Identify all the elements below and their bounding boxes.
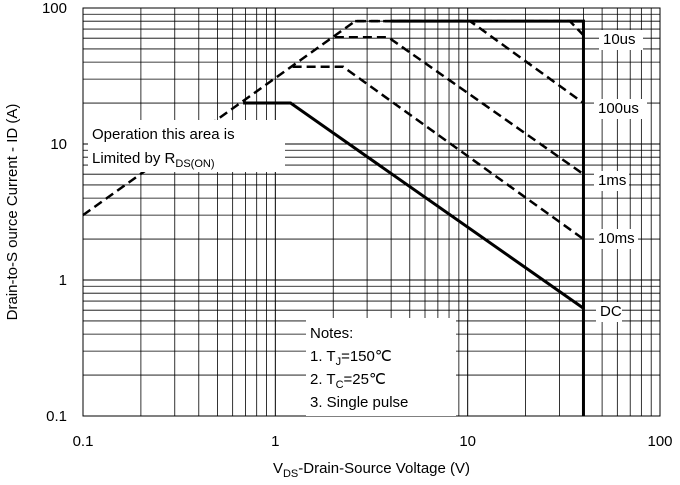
series-line xyxy=(82,19,585,217)
note: 1. TJ=150℃ xyxy=(310,348,392,368)
note-text: =25℃ xyxy=(344,371,386,388)
label-background xyxy=(599,30,643,50)
y-tick-label: 0.1 xyxy=(46,408,67,425)
note-text: 1. T xyxy=(310,348,336,365)
y-tick-label: 10 xyxy=(50,136,67,153)
label-background xyxy=(594,229,638,249)
x-tick-label: 10 xyxy=(459,433,476,450)
x-axis-label-sub: DS xyxy=(283,468,298,480)
y-tick-label: 100 xyxy=(42,0,67,17)
x-tick-label: 1 xyxy=(271,433,279,450)
series-line xyxy=(292,65,585,241)
series-line xyxy=(243,101,585,310)
series-line xyxy=(355,19,585,105)
series-label: 10us xyxy=(603,31,636,48)
series-label: 1ms xyxy=(598,172,626,189)
series-line xyxy=(334,35,585,176)
note-sub: J xyxy=(336,356,342,368)
y-tick-label: 1 xyxy=(59,272,67,289)
x-axis-label-text: -Drain-Source Voltage (V) xyxy=(298,460,470,477)
note: 2. TC=25℃ xyxy=(310,371,386,391)
y-axis-label: Drain-to-S ource Current - ID (A) xyxy=(4,104,21,321)
note-background xyxy=(88,120,285,172)
x-axis-label: VDS-Drain-Source Voltage (V) xyxy=(273,460,470,480)
note-text: =150℃ xyxy=(341,348,392,365)
area-note-text: Limited by R xyxy=(92,150,176,167)
area-note: Operation this area is xyxy=(92,126,235,143)
label-background xyxy=(594,171,629,191)
series-label: 100us xyxy=(598,100,639,117)
note-sub: C xyxy=(336,379,344,391)
area-note: Limited by RDS(ON) xyxy=(92,150,214,170)
series-label: DC xyxy=(600,303,622,320)
note: 3. Single pulse xyxy=(310,394,408,411)
x-tick-label: 0.1 xyxy=(73,433,94,450)
x-axis-label-text: V xyxy=(273,460,283,477)
note-text: 2. T xyxy=(310,371,336,388)
notes-title: Notes: xyxy=(310,325,353,342)
series-label: 10ms xyxy=(598,230,635,247)
x-tick-label: 100 xyxy=(647,433,672,450)
label-background xyxy=(596,302,622,322)
label-background xyxy=(594,99,647,119)
area-note-sub: DS(ON) xyxy=(175,158,214,170)
notes-background xyxy=(306,318,456,416)
